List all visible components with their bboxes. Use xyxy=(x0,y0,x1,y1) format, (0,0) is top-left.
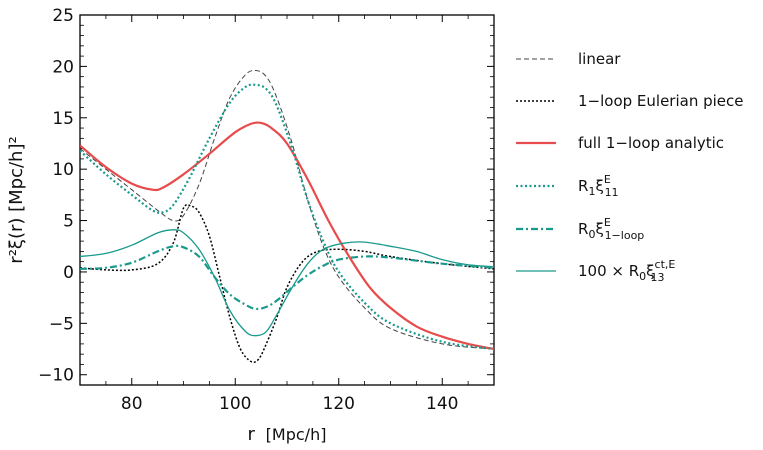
series-line-3 xyxy=(80,83,494,351)
x-tick-label: 80 xyxy=(121,394,143,414)
y-tick-label: 0 xyxy=(63,263,74,283)
legend-label-5: 100 × R0ξct,E 13 xyxy=(578,258,675,284)
plot-area xyxy=(79,14,495,386)
series-line-0 xyxy=(80,69,494,350)
legend-label-0: linear xyxy=(578,50,621,68)
y-tick-label: −10 xyxy=(38,366,74,386)
x-axis-label: r [Mpc/h] xyxy=(248,424,327,445)
ticks: 80 100 120 140 −10 −5 0 5 10 15 20 25 xyxy=(38,6,495,414)
legend-label-1: 1−loop Eulerian piece xyxy=(578,92,744,110)
legend-label-3: R1ξE 11 xyxy=(578,173,619,199)
y-tick-label: 15 xyxy=(52,109,74,129)
x-tick-label: 120 xyxy=(323,394,355,414)
y-axis-label: r²ξ(r) [Mpc/h]² xyxy=(6,136,27,263)
x-tick-label: 140 xyxy=(426,394,458,414)
series-line-4 xyxy=(80,244,494,311)
series-layer xyxy=(80,69,494,363)
series-line-5 xyxy=(80,229,494,337)
y-tick-label: 10 xyxy=(52,160,74,180)
legend-label-4: R0ξE 1−loop xyxy=(578,216,644,242)
y-tick-label: 20 xyxy=(52,57,74,77)
y-tick-label: 5 xyxy=(63,212,74,232)
legend: linear 1−loop Eulerian piece full 1−loop a… xyxy=(516,50,744,284)
y-tick-label: 25 xyxy=(52,6,74,26)
y-tick-label: −5 xyxy=(49,314,74,334)
series-line-2 xyxy=(80,121,494,351)
legend-label-2: full 1−loop analytic xyxy=(578,134,724,152)
x-tick-label: 100 xyxy=(219,394,251,414)
